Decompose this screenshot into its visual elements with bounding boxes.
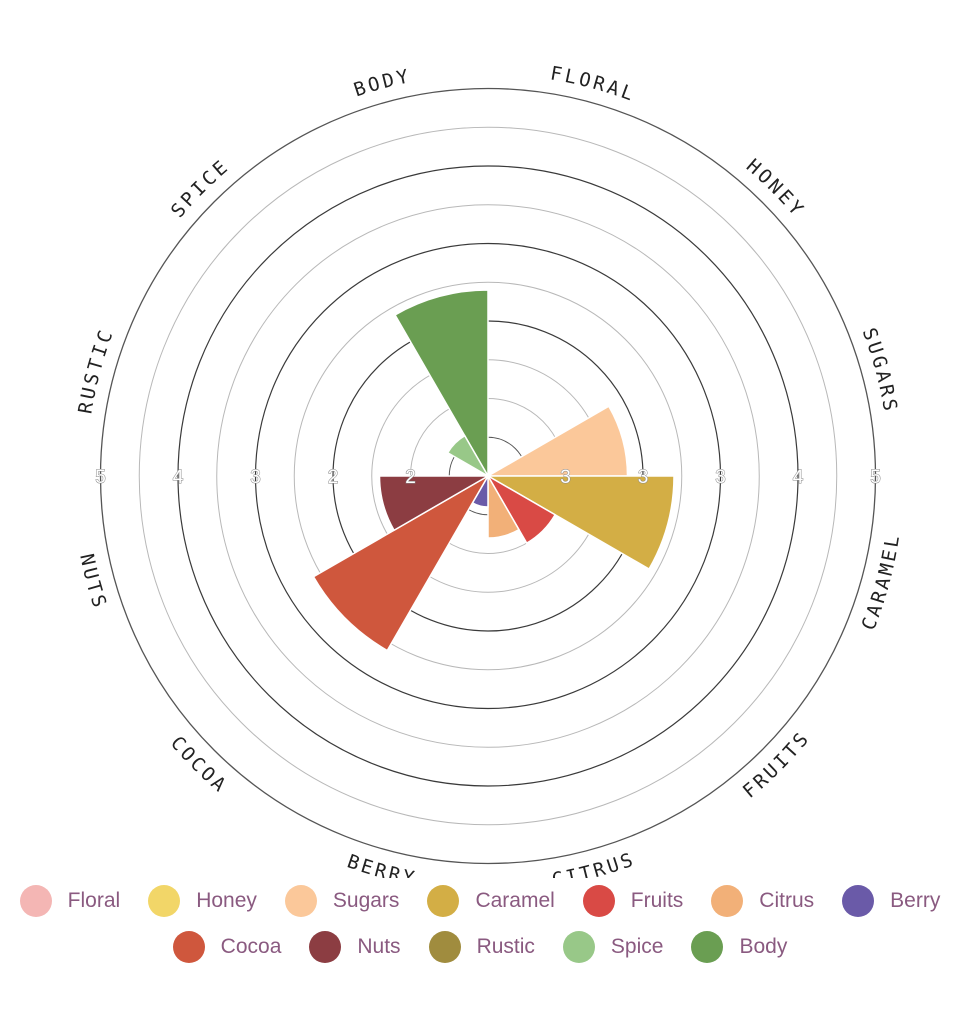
legend: Floral Honey Sugars Caramel Fruits Citrus Berr…: [0, 878, 960, 970]
tick-label-left-5: 2: [405, 467, 416, 488]
legend-item-floral: Floral: [19, 885, 121, 917]
tick-label-right-4: 4: [793, 467, 804, 488]
legend-item-cocoa: Cocoa: [172, 931, 282, 963]
category-label-honey: HONEY: [742, 155, 809, 222]
legend-swatch: [172, 931, 205, 963]
tick-label-right-3: 3: [715, 467, 726, 488]
legend-swatch: [309, 931, 342, 963]
wedge-cocoa: [312, 473, 491, 652]
tick-label-right-1: 3: [560, 467, 571, 488]
legend-swatch: [711, 885, 744, 917]
legend-item-citrus: Citrus: [711, 885, 814, 917]
tick-label-right-5: 5: [870, 467, 881, 488]
wedge-fruits: [485, 473, 557, 545]
grid-ring-5: [293, 281, 683, 671]
legend-item-nuts: Nuts: [309, 931, 401, 963]
tick-label-left-4: 2: [328, 467, 339, 488]
category-label-floral: FLORAL: [549, 62, 639, 106]
wedge-sugars: [485, 405, 629, 477]
tick-label-left-1: 5: [95, 467, 106, 488]
category-label-body: BODY: [351, 65, 413, 101]
legend-label: Body: [739, 935, 788, 958]
legend-label: Nuts: [357, 935, 401, 958]
wedge-body: [393, 289, 489, 479]
wedge-group: [312, 289, 675, 652]
legend-item-fruits: Fruits: [582, 885, 684, 917]
grid-ring-8: [177, 165, 799, 787]
legend-label: Fruits: [630, 889, 684, 912]
legend-label: Spice: [610, 935, 664, 958]
category-label-sugars: SUGARS: [858, 325, 902, 415]
wedge-citrus: [487, 473, 521, 539]
legend-swatch: [691, 931, 724, 963]
legend-row-2: Cocoa Nuts Rustic Spice Body: [0, 924, 960, 970]
grid-ring-6: [254, 242, 722, 710]
legend-item-body: Body: [691, 931, 787, 963]
legend-item-rustic: Rustic: [428, 931, 535, 963]
category-label-rustic: RUSTIC: [74, 325, 118, 415]
category-label-nuts: NUTS: [75, 552, 111, 613]
legend-swatch: [427, 885, 460, 917]
legend-label: Berry: [890, 889, 941, 912]
grid-ring-9: [138, 126, 838, 826]
tick-label-left-2: 4: [173, 467, 184, 488]
legend-label: Floral: [67, 889, 121, 912]
legend-label: Cocoa: [220, 935, 282, 958]
legend-item-sugars: Sugars: [284, 885, 400, 917]
legend-label: Rustic: [476, 935, 535, 958]
wedge-spice: [446, 434, 491, 479]
grid-ring-7: [216, 204, 760, 748]
flavor-polar-chart: 5 4 3 2 2 3 3 3 4 5 BODY FLORAL HONEY SUGARS CARAMEL F…: [74, 62, 904, 878]
legend-item-honey: Honey: [148, 885, 257, 917]
legend-swatch: [19, 885, 52, 917]
category-label-caramel: CARAMEL: [857, 531, 904, 633]
wedge-caramel: [485, 475, 675, 571]
legend-swatch: [284, 885, 317, 917]
legend-label: Honey: [196, 889, 257, 912]
tick-label-right-2: 3: [638, 467, 649, 488]
legend-label: Caramel: [475, 889, 555, 912]
category-label-spice: SPICE: [167, 155, 234, 222]
legend-item-berry: Berry: [842, 885, 940, 917]
legend-row-1: Floral Honey Sugars Caramel Fruits Citrus Berr…: [0, 878, 960, 924]
category-label-citrus: CITRUS: [550, 848, 638, 878]
wedge-nuts: [378, 475, 491, 532]
legend-swatch: [582, 885, 615, 917]
legend-label: Sugars: [332, 889, 400, 912]
legend-swatch: [148, 885, 181, 917]
category-labels: BODY FLORAL HONEY SUGARS CARAMEL FRUITS CITRUS…: [74, 62, 904, 878]
legend-swatch: [562, 931, 595, 963]
legend-label: Citrus: [759, 889, 815, 912]
category-label-cocoa: COCOA: [166, 732, 232, 798]
legend-swatch: [842, 885, 875, 917]
legend-swatch: [428, 931, 461, 963]
tick-label-left-3: 3: [250, 467, 261, 488]
legend-item-spice: Spice: [562, 931, 664, 963]
legend-item-caramel: Caramel: [427, 885, 555, 917]
category-label-fruits: FRUITS: [739, 727, 815, 803]
grid-ring-10: [99, 87, 877, 865]
tick-labels: 5 4 3 2 2 3 3 3 4 5: [95, 467, 882, 489]
